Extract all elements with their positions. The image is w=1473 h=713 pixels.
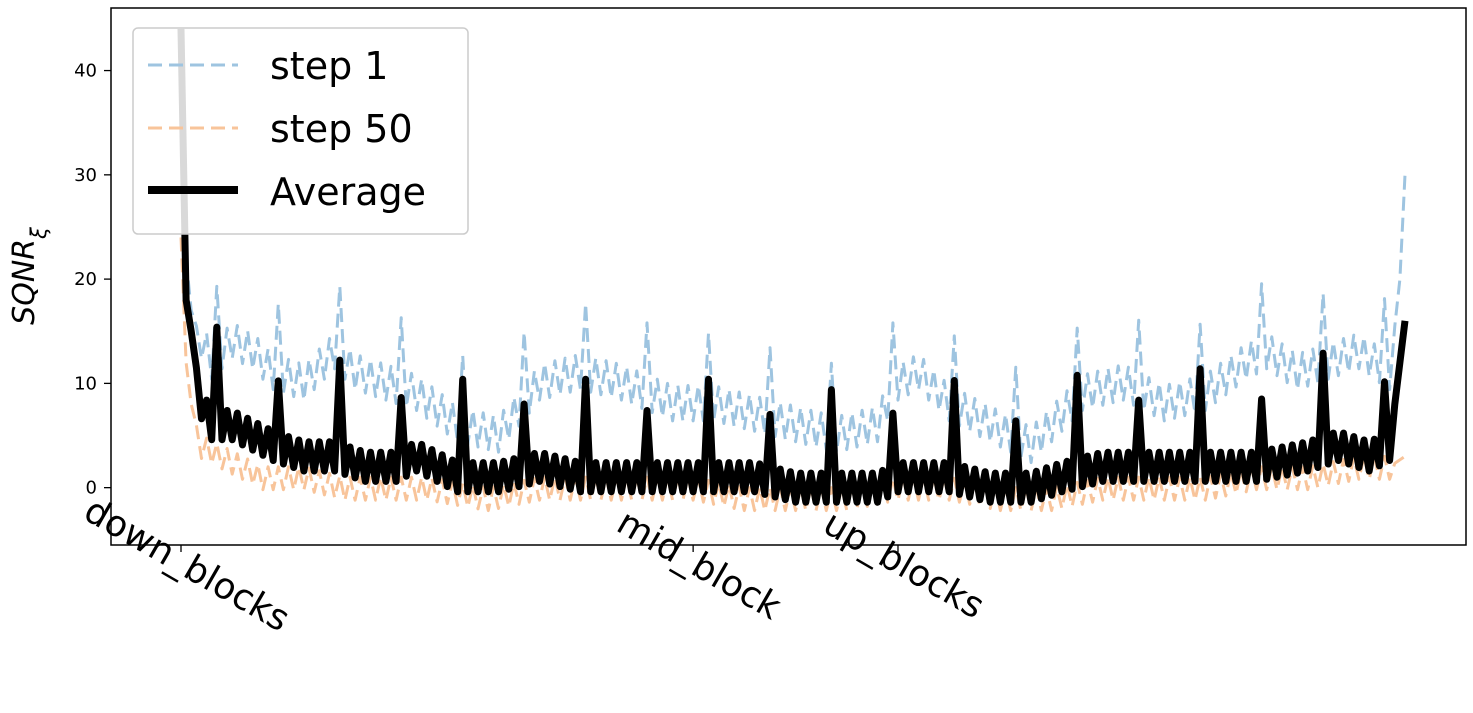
series-line-average — [177, 28, 1409, 506]
legend-box — [132, 27, 469, 235]
legend-label-average: Average — [270, 170, 426, 214]
series-line-step1 — [179, 49, 1407, 465]
legend-label-step50: step 50 — [270, 107, 413, 151]
y-axis-label-subscript: ξ — [27, 227, 51, 240]
legend-label-step1: step 1 — [270, 44, 388, 88]
plot-frame — [110, 7, 1467, 546]
x-axis: down_blocks mid_block up_blocks — [77, 490, 991, 640]
y-axis-label: SQNRξ — [7, 227, 51, 325]
x-tick-label: down_blocks — [77, 490, 296, 640]
y-tick-label: 10 — [74, 373, 97, 394]
x-tick-label: mid_block — [610, 502, 788, 628]
legend: step 1 step 50 Average — [132, 27, 469, 235]
y-axis: 0 10 20 30 40 — [74, 61, 111, 499]
y-tick-label: 30 — [74, 165, 97, 186]
series-line-step50 — [179, 237, 1406, 513]
y-axis-label-main: SQNR — [7, 239, 42, 325]
series-layer — [177, 28, 1409, 513]
x-tick-label: up_blocks — [816, 503, 991, 627]
y-tick-label: 40 — [74, 61, 97, 82]
y-tick-label: 20 — [74, 269, 97, 290]
y-tick-label: 0 — [86, 478, 97, 499]
